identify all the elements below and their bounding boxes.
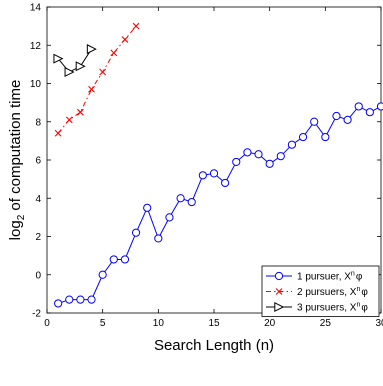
x-axis-title: Search Length (n): [154, 337, 274, 354]
data-point: [198, 171, 207, 180]
data-point: [176, 194, 185, 203]
data-point: [65, 116, 73, 124]
data-point: [298, 132, 308, 142]
legend-entry: 3 pursuers, Xnφ: [266, 302, 368, 314]
series-line: [57, 48, 92, 73]
data-point: [332, 111, 341, 121]
y-tick-label: 4: [35, 194, 41, 205]
data-point: [243, 148, 252, 157]
data-point: [232, 157, 241, 167]
y-tick-label: 8: [35, 117, 41, 128]
data-point: [76, 295, 85, 304]
data-point: [321, 132, 330, 142]
y-tick-label: -2: [32, 309, 41, 320]
data-point: [287, 140, 297, 149]
data-point: [209, 169, 219, 178]
y-tick-label: 10: [30, 79, 42, 90]
data-point: [165, 213, 174, 222]
legend-marker: [274, 301, 285, 313]
y-tick-label: 14: [30, 3, 42, 14]
data-point: [276, 152, 285, 161]
data-point: [109, 255, 118, 264]
data-point: [121, 36, 129, 43]
legend-label-sup: n: [351, 271, 355, 278]
data-point: [131, 228, 141, 237]
legend-label-main: 3 pursuers, X: [297, 303, 357, 314]
x-tick-label: 10: [153, 318, 165, 329]
data-point: [354, 102, 363, 111]
data-point: [376, 102, 383, 111]
data-point: [110, 49, 118, 57]
x-tick-label: 15: [208, 318, 220, 329]
legend-entry: 2 pursuers, Xnφ: [266, 286, 368, 298]
series-1: [54, 102, 383, 308]
data-point: [154, 234, 163, 243]
y-tick-label: 12: [30, 41, 42, 52]
x-tick-label: 25: [320, 318, 332, 329]
x-tick-label: 30: [375, 318, 383, 329]
legend-label: 3 pursuers, Xnφ: [297, 302, 368, 314]
data-point: [310, 117, 319, 126]
series-2: [54, 22, 140, 137]
data-point: [365, 108, 374, 117]
legend-label-sup: n: [356, 286, 360, 293]
y-axis-title-subscript: 2: [16, 214, 27, 220]
y-axis-title: log2 of computation time: [7, 80, 27, 241]
data-point: [64, 67, 75, 78]
legend-label-main: 2 pursuers, X: [297, 287, 357, 298]
legend-label-main: 1 pursuer, X: [297, 272, 351, 283]
x-tick-label: 0: [44, 318, 50, 329]
data-point: [53, 53, 64, 64]
legend-label: 2 pursuers, Xnφ: [297, 286, 368, 298]
data-point: [265, 159, 274, 168]
legend-entry: 1 pursuer, Xnφ: [266, 271, 363, 283]
x-tick-label: 5: [100, 318, 106, 329]
series-3: [53, 44, 97, 78]
series-layer: [53, 22, 383, 308]
legend-marker: [274, 271, 284, 281]
y-tick-label: 6: [35, 156, 41, 167]
data-point: [88, 85, 95, 93]
legend-label-tail: φ: [361, 303, 368, 314]
legend-label-tail: φ: [356, 272, 363, 283]
legend-marker: [275, 288, 283, 295]
data-point: [254, 150, 263, 159]
legend-label: 1 pursuer, Xnφ: [297, 271, 363, 283]
y-axis-title-base: log: [7, 220, 24, 240]
data-point: [187, 197, 196, 207]
data-point: [221, 178, 230, 188]
data-point: [75, 61, 86, 72]
data-point: [143, 203, 152, 212]
data-point: [120, 255, 130, 264]
data-point: [99, 68, 107, 76]
data-point: [132, 22, 140, 30]
legend-label-tail: φ: [361, 287, 368, 298]
data-point: [343, 115, 352, 124]
data-point: [54, 299, 63, 308]
data-point: [54, 129, 62, 137]
data-point: [98, 270, 107, 279]
y-tick-label: 0: [35, 270, 41, 281]
x-tick-label: 20: [264, 318, 276, 329]
data-point: [65, 295, 74, 304]
data-point: [77, 108, 84, 116]
data-point: [86, 44, 97, 55]
y-tick-label: 2: [35, 232, 41, 243]
legend-label-sup: n: [356, 302, 360, 309]
data-point: [87, 295, 96, 304]
plot-area: [46, 6, 382, 314]
y-axis-title-rest: of computation time: [7, 80, 24, 215]
